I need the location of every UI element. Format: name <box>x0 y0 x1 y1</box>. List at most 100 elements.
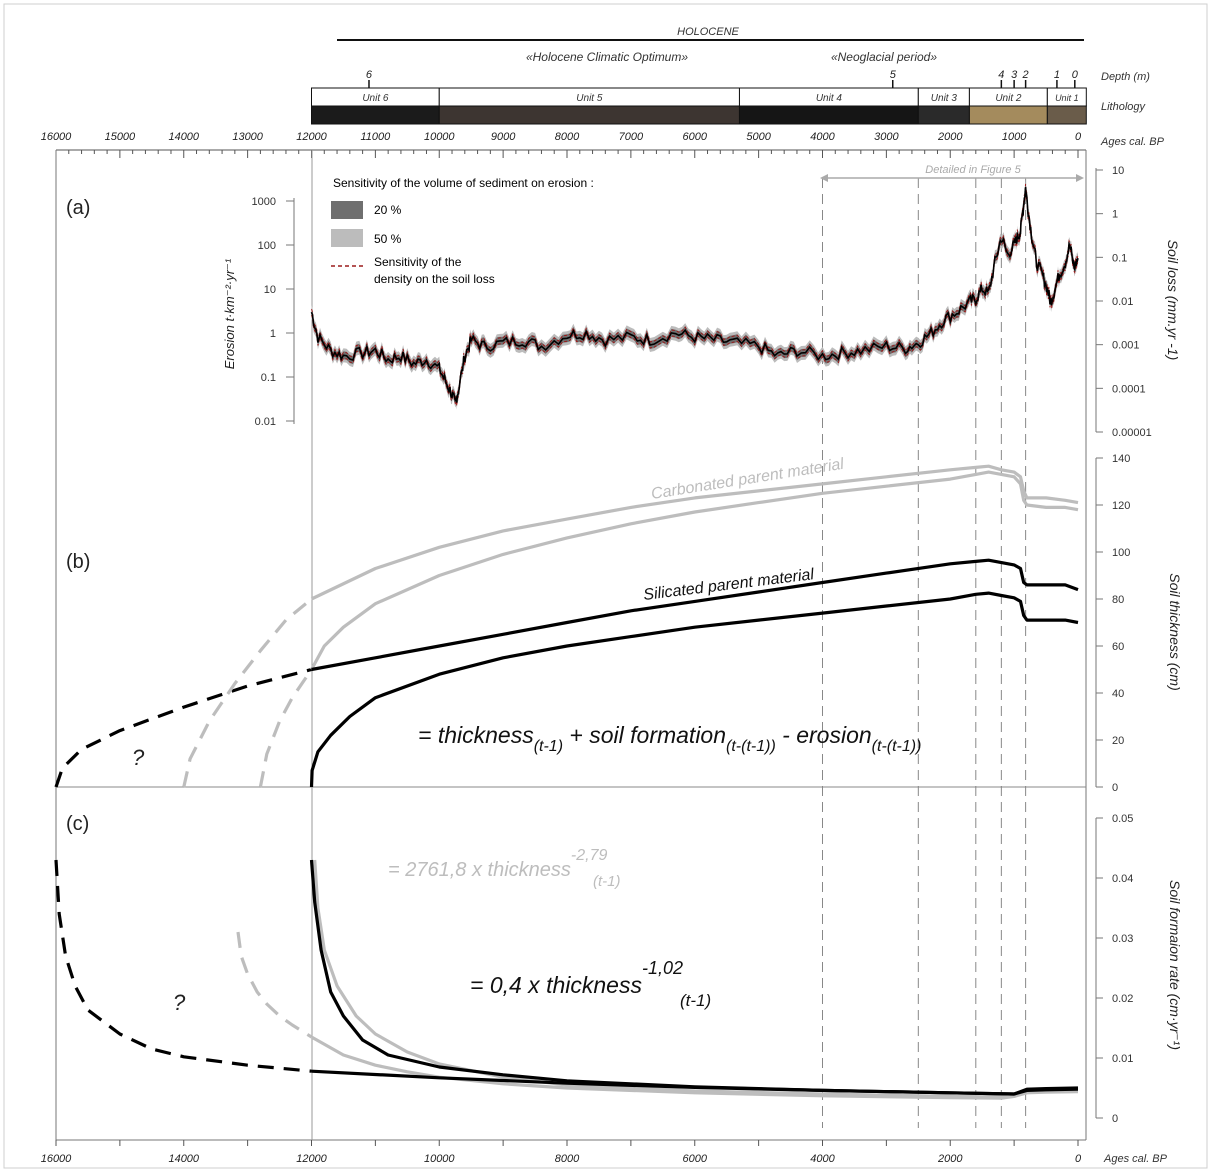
eq-gray-sup: -2,79 <box>571 847 608 864</box>
gray-rate-line <box>313 859 1079 1099</box>
density-sensitivity-upper <box>311 183 1079 400</box>
unit-fill <box>438 105 740 125</box>
silicated-extrapolated <box>54 667 312 788</box>
right-axis-tick-label: 0.05 <box>1112 813 1133 825</box>
header: HOLOCENE «Holocene Climatic Optimum» «Ne… <box>311 26 1150 125</box>
eq-b-sub2: (t-(t-1)) <box>726 738 776 755</box>
panel-a-right-axis: 10 1 0.1 0.01 0.001 0.0001 0.00001 <box>1095 165 1152 439</box>
unit-name: Unit 4 <box>816 93 843 104</box>
bottom-axis-label: Ages cal. BP <box>1103 1153 1168 1165</box>
right-axis-tick-label: 0.1 <box>1112 252 1127 264</box>
right-axis-tick-label: 0.03 <box>1112 933 1133 945</box>
black-rate-equation: = 0,4 x thickness-1,02 (t-1) <box>470 958 711 1010</box>
top-axis-tick-label: 4000 <box>810 131 835 143</box>
eq-b-mid: + soil formation <box>563 722 726 748</box>
depth-label: Depth (m) <box>1101 71 1150 83</box>
erosion-band-50 <box>311 179 1078 410</box>
panel-a-left-title: Erosion t·km⁻²·yr⁻¹ <box>222 258 237 369</box>
detail-arrow-left-head <box>820 174 828 182</box>
legend-label-dash-2: density on the soil loss <box>374 272 495 286</box>
dashed-age-markers <box>822 178 1027 1128</box>
carbonated-thickness-line <box>310 464 1079 601</box>
depth-label-value: 5 <box>890 69 897 81</box>
panel-c-right-axis: 0.05 0.04 0.03 0.02 0.01 0 <box>1095 813 1133 1125</box>
top-axis-tick-label: 3000 <box>874 131 899 143</box>
legend-label-20: 20 % <box>374 203 402 217</box>
unit-fill <box>917 105 970 125</box>
bottom-axis-tick-label: 16000 <box>41 1153 72 1165</box>
density-sensitivity-lower <box>311 189 1079 406</box>
panel-b-plot <box>54 464 1079 788</box>
right-axis-tick-label: 0 <box>1112 1113 1118 1125</box>
bottom-axis-tick-label: 6000 <box>683 1153 708 1165</box>
top-axis-tick-label: 15000 <box>105 131 136 143</box>
right-axis-tick-label: 0.04 <box>1112 873 1133 885</box>
right-axis-tick-label: 0.00001 <box>1112 427 1152 439</box>
right-axis-tick-label: 120 <box>1112 500 1130 512</box>
right-axis-tick-label: 0.02 <box>1112 993 1133 1005</box>
eq-b-main: = thickness <box>418 722 534 748</box>
top-axis-tick-label: 1000 <box>1002 131 1027 143</box>
gray-rate-extrapolated <box>236 931 313 1039</box>
panel-c-right-title: Soil formaion rate (cm·yr⁻¹) <box>1167 880 1183 1050</box>
black-rate-extrapolated <box>54 859 312 1073</box>
top-axis: 16000 15000 14000 13000 12000 11000 10000 9000 8… <box>41 131 1165 158</box>
eq-black-sup: -1,02 <box>642 958 683 978</box>
panel-b-right-title: Soil thickness (cm) <box>1167 573 1183 690</box>
top-axis-tick-label: 16000 <box>41 131 72 143</box>
top-axis-tick-label: 14000 <box>168 131 199 143</box>
panel-a-left-axis: 1000 100 10 1 0.1 0.01 <box>252 196 295 428</box>
panel-c-question: ? <box>173 990 186 1015</box>
bottom-axis: 16000 14000 12000 10000 8000 6000 4000 2000 0 Ag… <box>41 1140 1168 1165</box>
depth-label-value: 3 <box>1011 69 1018 81</box>
unit-name: Unit 1 <box>1055 93 1079 103</box>
panel-a-right-title: Soil loss (mm.yr -1) <box>1165 240 1181 361</box>
left-axis-tick-label: 1 <box>270 328 276 340</box>
top-axis-tick-label: 5000 <box>746 131 771 143</box>
panel-c-label: (c) <box>66 813 89 835</box>
svg-text:= thickness(t-1) + soil format: = thickness(t-1) + soil formation(t-(t-1… <box>418 722 921 755</box>
silicated-thickness-line <box>311 558 1079 672</box>
right-axis-tick-label: 0.01 <box>1112 296 1133 308</box>
eq-gray-main: = 2761,8 x thickness <box>388 859 571 881</box>
unit-fill <box>311 105 440 125</box>
top-axis-tick-label: 6000 <box>683 131 708 143</box>
panel-b-question: ? <box>132 745 145 770</box>
depth-label-value: 2 <box>1022 69 1029 81</box>
period-label: HOLOCENE <box>677 26 739 38</box>
left-axis-tick-label: 10 <box>264 284 276 296</box>
depth-label-value: 6 <box>366 69 373 81</box>
right-axis-tick-label: 0.01 <box>1112 1053 1133 1065</box>
bottom-axis-tick-label: 4000 <box>810 1153 835 1165</box>
detail-arrow: Detailed in Figure 5 <box>820 164 1084 182</box>
right-axis-tick-label: 20 <box>1112 735 1124 747</box>
depth-label-value: 1 <box>1054 69 1060 81</box>
bottom-axis-tick-label: 14000 <box>168 1153 199 1165</box>
eq-b-end: - erosion <box>776 722 872 748</box>
svg-text:= 0,4 x thickness-1,02(t-1): = 0,4 x thickness-1,02 (t-1) <box>470 958 711 1010</box>
panel-b-label: (b) <box>66 551 90 573</box>
right-axis-tick-label: 140 <box>1112 453 1130 465</box>
subperiod-hco: «Holocene Climatic Optimum» <box>526 50 688 64</box>
top-axis-tick-label: 11000 <box>360 131 391 143</box>
right-axis-tick-label: 80 <box>1112 594 1124 606</box>
top-axis-tick-label: 10000 <box>424 131 455 143</box>
carbonated-thickness-line <box>310 470 1079 671</box>
silicated-thickness-line <box>309 591 1079 788</box>
lithology-label: Lithology <box>1101 101 1147 113</box>
top-axis-tick-label: 8000 <box>555 131 580 143</box>
svg-text:= 2761,8 x thickness-2,79(t-1): = 2761,8 x thickness-2,79 (t-1) <box>388 847 621 890</box>
right-axis-tick-label: 0.0001 <box>1112 383 1146 395</box>
silicated-label: Silicated parent material <box>642 566 815 604</box>
subperiod-neoglacial: «Neoglacial period» <box>831 50 937 64</box>
lithology-units: Unit 6 Unit 5 Unit 4 Unit 3 Unit 2 Unit 1 <box>311 87 1087 125</box>
top-axis-tick-label: 7000 <box>619 131 644 143</box>
legend-label-50: 50 % <box>374 232 402 246</box>
eq-black-sub: (t-1) <box>680 991 711 1010</box>
panel-a-label: (a) <box>66 197 90 219</box>
top-axis-tick-label: 0 <box>1075 131 1082 143</box>
black-rate-line <box>311 1069 1079 1096</box>
panel-c-plot <box>54 859 1079 1100</box>
